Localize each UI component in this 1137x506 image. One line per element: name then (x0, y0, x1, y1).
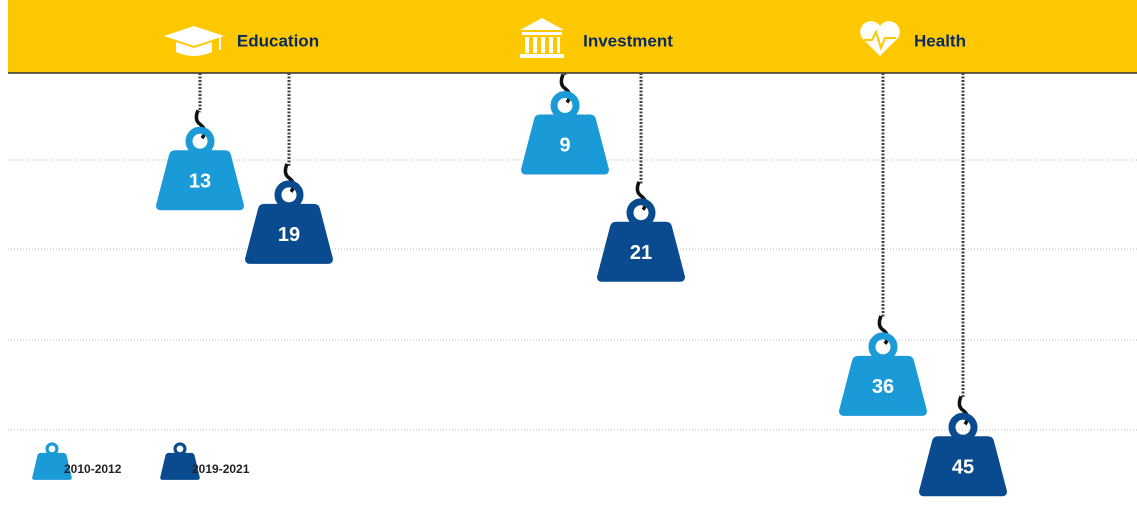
weight-ring (175, 444, 185, 454)
weight-ring (630, 202, 652, 224)
category-label: Health (914, 31, 966, 50)
chart: 13 9 36 19 21 45 Education Investment Health 201… (0, 0, 1137, 506)
legend-label: 2019-2021 (192, 462, 250, 476)
legend-item: 2010-2012 (32, 444, 122, 480)
weight: 45 (919, 73, 1007, 496)
plot: 13 9 36 19 21 45 (156, 73, 1007, 496)
value-label: 21 (630, 242, 652, 264)
weight-ring (872, 336, 894, 358)
weight: 19 (245, 73, 333, 264)
category-label: Investment (583, 31, 673, 50)
legend-item: 2019-2021 (160, 444, 250, 480)
weight: 21 (597, 73, 685, 282)
value-label: 13 (189, 171, 211, 193)
value-label: 19 (278, 224, 300, 246)
weight-ring (952, 416, 974, 438)
weight-ring (278, 184, 300, 206)
value-label: 45 (952, 457, 974, 479)
weight: 13 (156, 73, 244, 210)
value-label: 9 (559, 135, 570, 157)
value-label: 36 (872, 376, 894, 398)
weight-ring (554, 94, 576, 116)
legend-label: 2010-2012 (64, 462, 122, 476)
weight: 9 (521, 73, 609, 174)
weight-ring (189, 130, 211, 152)
category-label: Education (237, 31, 319, 50)
weight: 36 (839, 73, 927, 416)
weight-ring (47, 444, 57, 454)
